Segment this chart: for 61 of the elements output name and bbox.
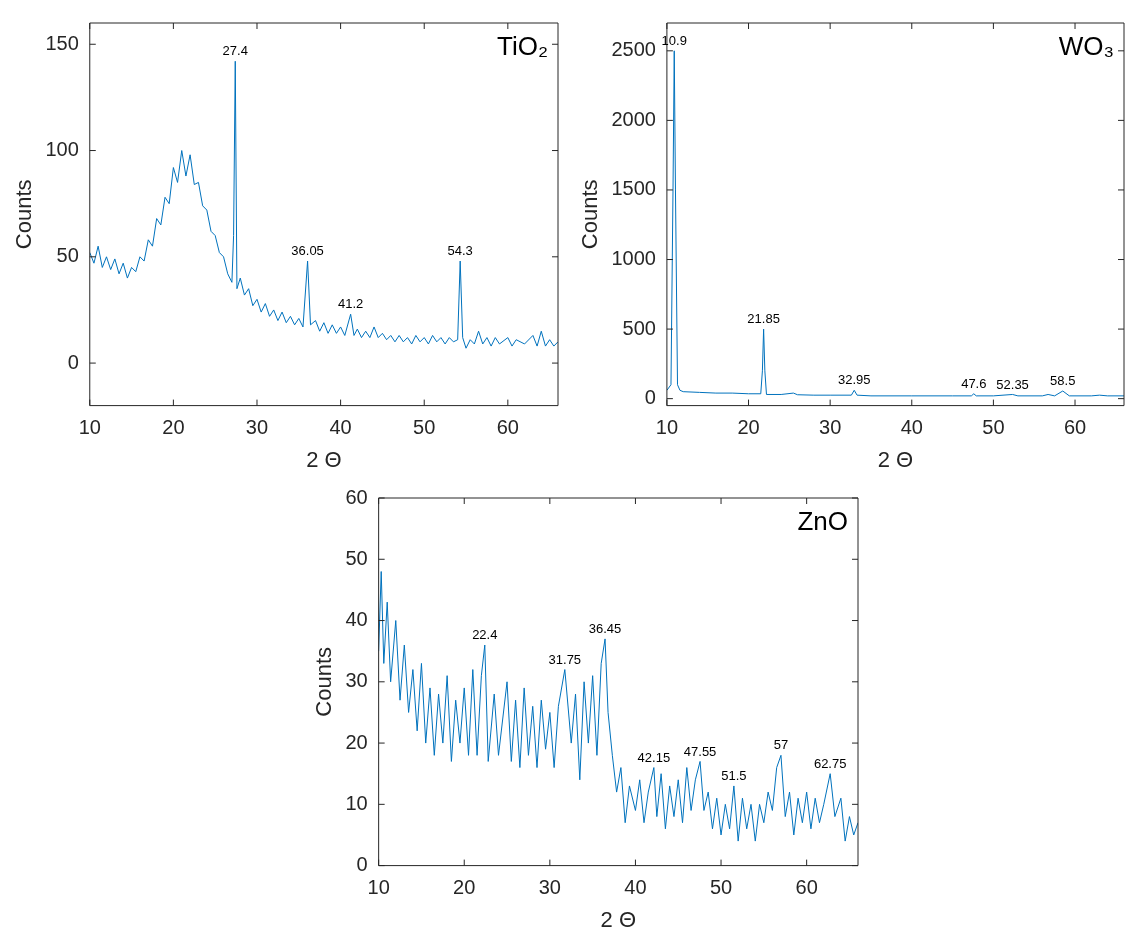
y-tick-label: 2500 [611,38,656,61]
y-tick-label: 500 [622,316,656,339]
x-tick-label: 50 [413,416,436,439]
annotation: 47.6 [961,375,987,391]
x-tick-label: 20 [453,876,476,899]
annotation: 52.35 [996,376,1029,392]
annotation: 31.75 [548,651,582,667]
annotation: 41.2 [337,296,364,312]
chart-title: ZnO [797,506,848,537]
y-tick-label: 30 [345,669,368,692]
annotation: 10.9 [661,32,687,48]
x-tick-label: 50 [709,876,733,899]
y-axis-title: Counts [11,179,37,250]
y-tick-label: 0 [644,386,656,409]
x-tick-label: 50 [982,416,1005,439]
x-tick-label: 60 [1063,416,1087,439]
y-tick-label: 50 [345,546,368,569]
x-tick-label: 30 [538,876,561,899]
x-axis-title: 2 Θ [306,446,342,472]
annotation: 54.3 [447,243,473,259]
y-tick-label: 0 [356,853,368,876]
x-tick-label: 30 [245,416,269,439]
annotation: 51.5 [721,768,747,784]
annotation: 32.95 [837,372,871,388]
y-tick-label: 50 [56,244,79,267]
x-tick-label: 40 [900,416,923,439]
y-axis-title: Counts [311,646,337,717]
annotation: 42.15 [637,749,671,765]
y-tick-label: 10 [345,791,368,814]
y-tick-label: 1000 [611,247,656,270]
y-tick-label: 60 [345,485,368,508]
y-tick-label: 100 [45,138,79,161]
chart-title: TiO₂ [496,31,548,62]
x-axis-title: 2 Θ [600,906,637,932]
y-tick-label: 150 [45,31,79,54]
y-tick-label: 40 [345,608,368,631]
annotation: 36.05 [291,243,324,259]
annotation: 58.5 [1050,373,1076,389]
x-tick-label: 20 [162,416,185,439]
x-axis-title: 2 Θ [877,446,914,472]
annotation: 27.4 [222,43,248,59]
annotation: 21.85 [747,311,780,327]
x-tick-label: 60 [795,876,818,899]
y-axis-title: Counts [577,179,603,250]
x-tick-label: 30 [819,416,842,439]
x-tick-label: 10 [655,416,679,439]
annotation: 36.45 [588,620,622,636]
annotation: 57 [773,737,789,753]
y-tick-label: 20 [345,730,368,753]
x-tick-label: 40 [329,416,352,439]
y-tick-label: 2000 [611,107,656,130]
x-tick-label: 60 [496,416,519,439]
y-tick-label: 0 [67,350,79,373]
x-tick-label: 10 [367,876,390,899]
annotation: 62.75 [813,755,847,771]
x-tick-label: 10 [78,416,101,439]
y-tick-label: 1500 [611,177,656,200]
x-tick-label: 20 [737,416,760,439]
annotation: 22.4 [472,627,498,643]
chart-title: WO₃ [1058,31,1114,62]
annotation: 47.55 [683,743,717,759]
